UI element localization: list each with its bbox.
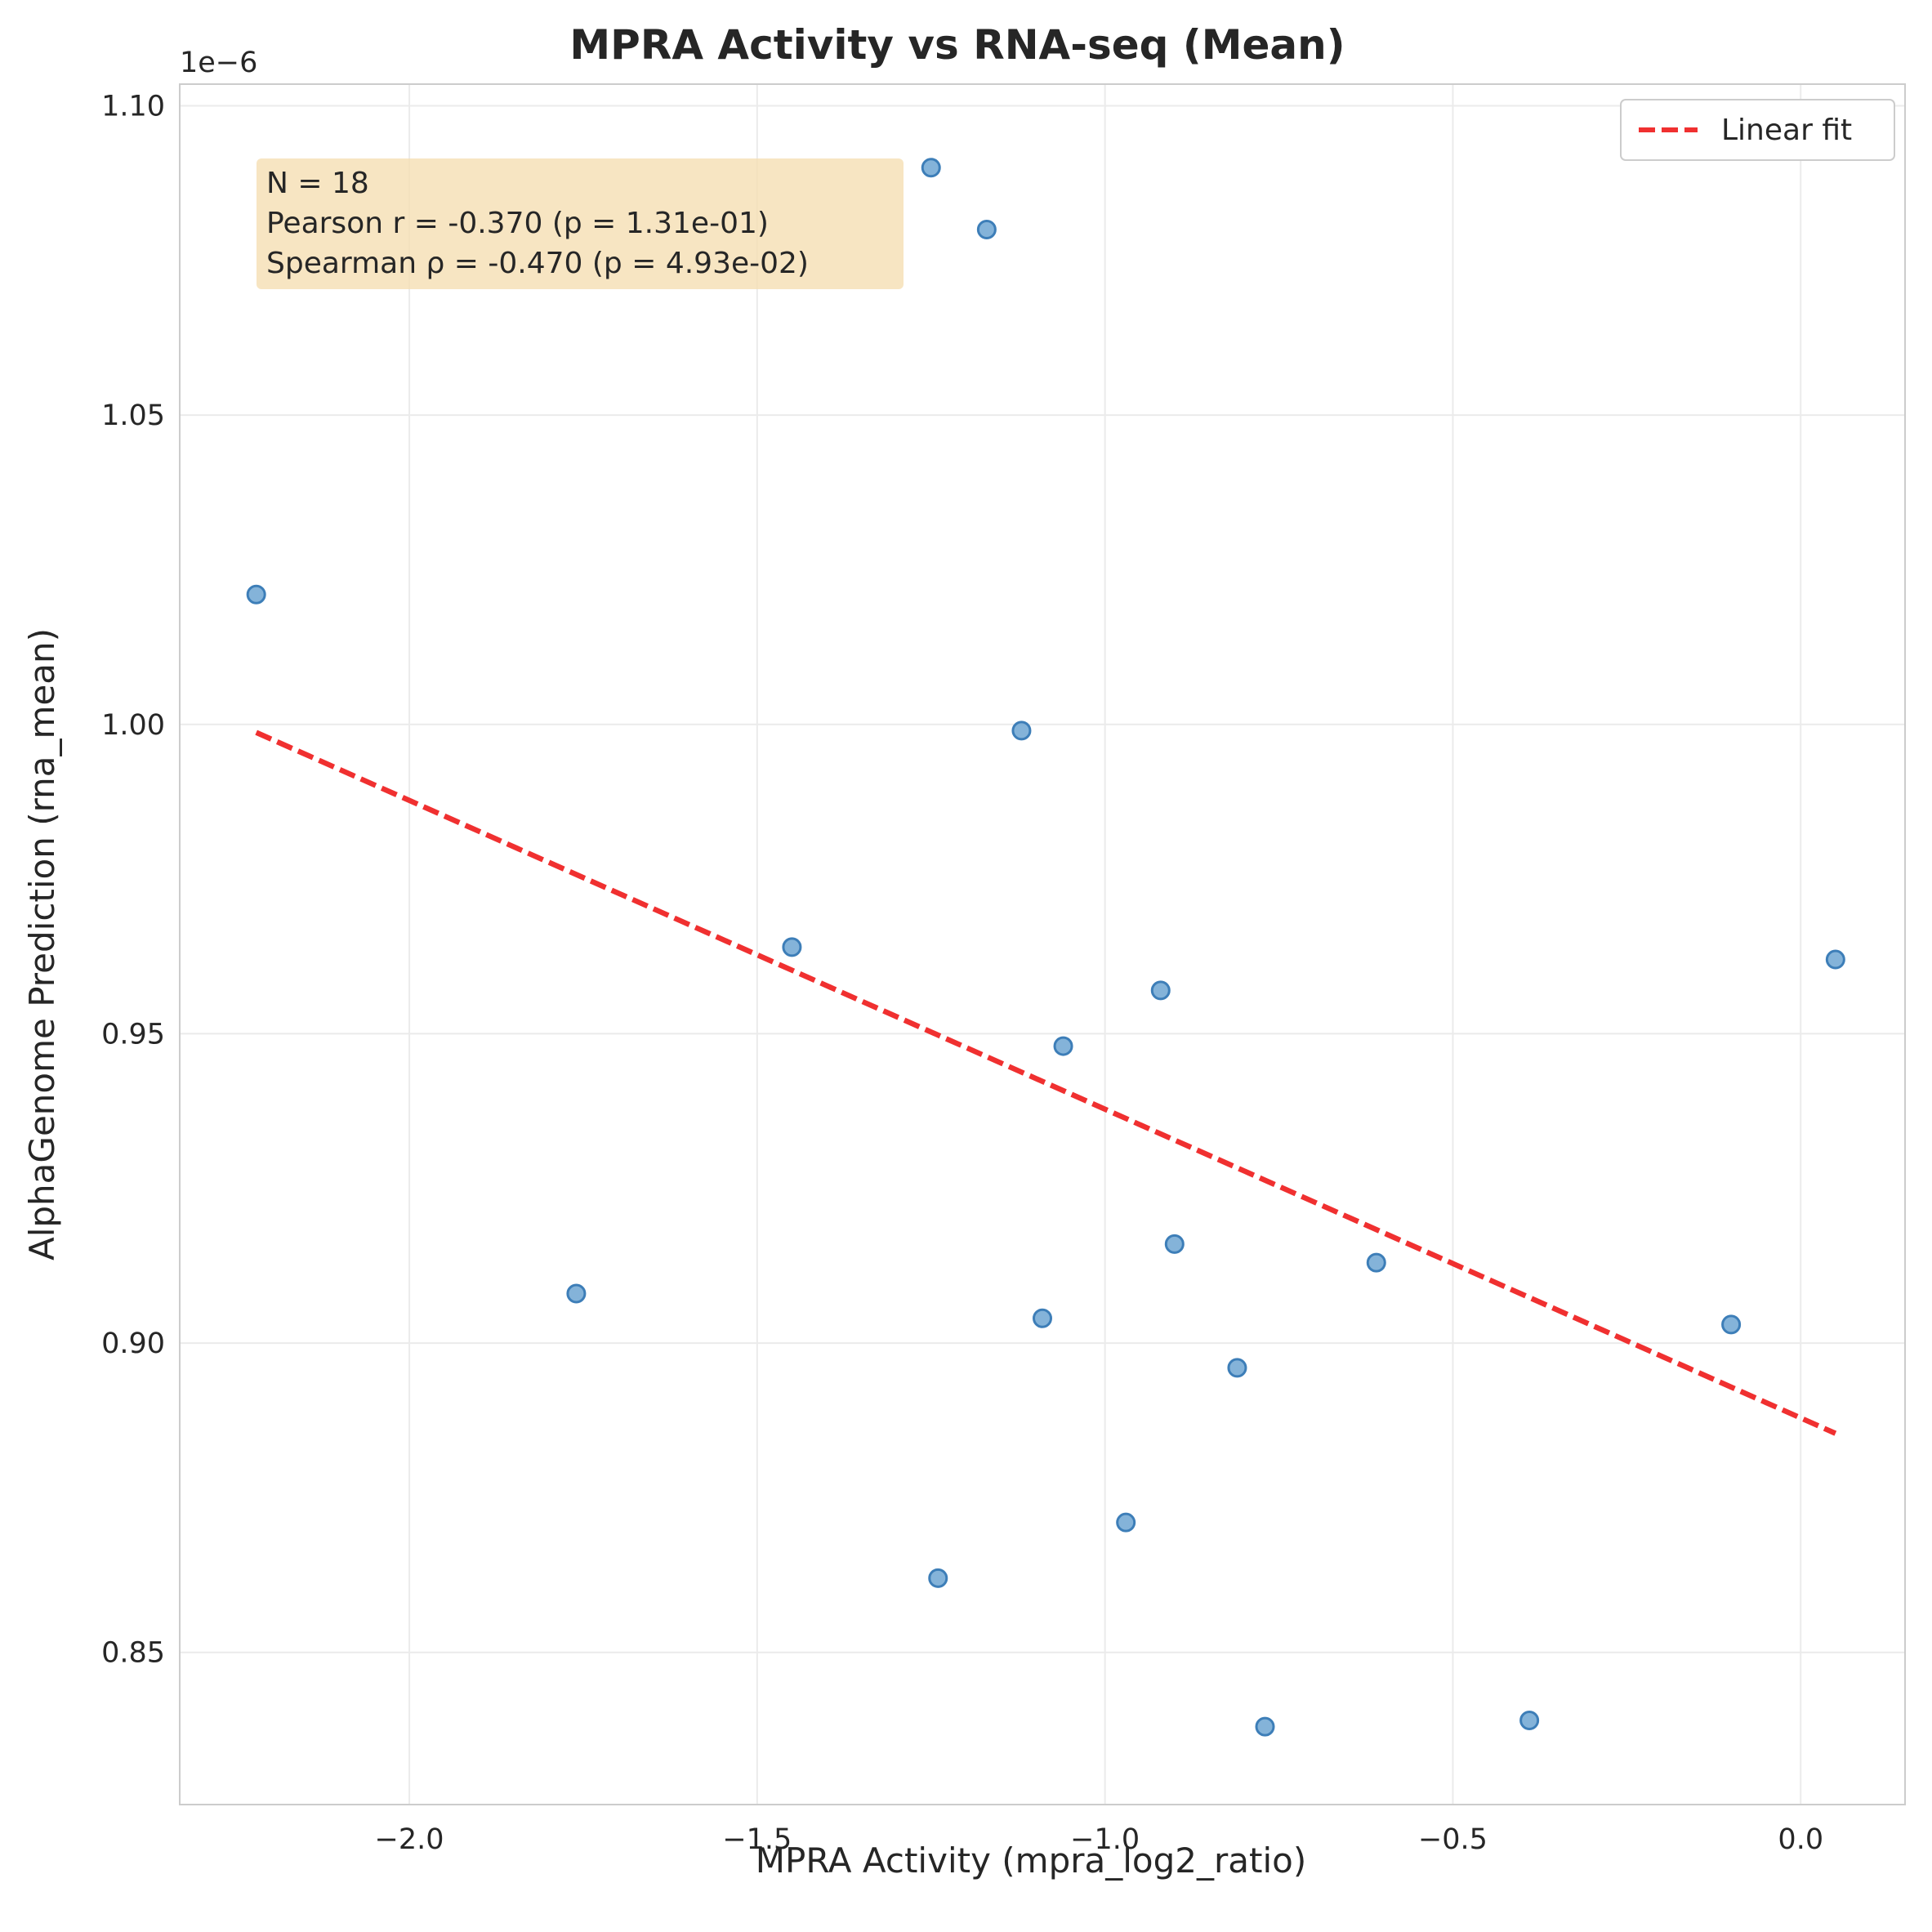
grid xyxy=(180,84,1905,1805)
legend: Linear fit xyxy=(1620,99,1895,161)
data-point xyxy=(928,1568,948,1588)
data-point xyxy=(1011,721,1032,741)
data-point xyxy=(1150,980,1171,1001)
points-layer xyxy=(246,158,1845,1737)
plot-area xyxy=(180,84,1905,1805)
data-point xyxy=(921,158,941,178)
y-tick-label: 1.00 xyxy=(101,709,165,742)
y-tick-label: 1.05 xyxy=(101,399,165,432)
x-tick-label: −2.0 xyxy=(375,1823,444,1856)
x-tick-label: −1.0 xyxy=(1070,1823,1140,1856)
data-point xyxy=(1519,1711,1540,1731)
stats-n: N = 18 xyxy=(266,167,369,200)
tick-labels: −2.0 −1.5 −1.0 −0.5 0.0 0.85 0.90 0.95 1.00 1.05 1… xyxy=(101,91,1823,1856)
x-axis-label: MPRA Activity (mpra_log2_ratio) xyxy=(756,1841,1306,1881)
data-point xyxy=(246,584,266,605)
y-tick-label: 1.10 xyxy=(101,91,165,123)
data-point xyxy=(566,1283,587,1304)
data-point xyxy=(1033,1308,1052,1328)
y-tick-label: 0.90 xyxy=(101,1327,165,1360)
data-point xyxy=(1721,1314,1742,1335)
y-tick-label: 0.95 xyxy=(101,1018,165,1051)
y-tick-label: 0.85 xyxy=(101,1637,165,1670)
x-tick-label: −0.5 xyxy=(1418,1823,1488,1856)
data-point xyxy=(1164,1234,1185,1254)
data-point xyxy=(1227,1358,1247,1378)
x-tick-label: −1.5 xyxy=(722,1823,792,1856)
stats-box xyxy=(257,158,904,289)
y-axis-label: AlphaGenome Prediction (rna_mean) xyxy=(22,628,62,1260)
legend-label-linear-fit: Linear fit xyxy=(1721,114,1852,147)
x-tick-label: 0.0 xyxy=(1778,1823,1823,1856)
stats-spearman: Spearman ρ = -0.470 (p = 4.93e-02) xyxy=(266,247,809,280)
legend-box xyxy=(1620,99,1895,161)
data-point xyxy=(1255,1716,1275,1737)
data-point xyxy=(1366,1252,1386,1273)
data-point xyxy=(1825,949,1845,970)
fit-line-layer xyxy=(255,730,1837,1436)
y-offset-label: 1e−6 xyxy=(180,47,257,79)
data-point xyxy=(782,937,802,957)
plot-frame xyxy=(179,83,1906,1805)
chart-title: MPRA Activity vs RNA-seq (Mean) xyxy=(569,21,1345,69)
stats-annotation: N = 18 Pearson r = -0.370 (p = 1.31e-01)… xyxy=(257,158,904,289)
data-point xyxy=(1116,1512,1136,1533)
data-point xyxy=(976,219,997,239)
data-point xyxy=(1053,1036,1073,1056)
stats-pearson: Pearson r = -0.370 (p = 1.31e-01) xyxy=(266,207,769,240)
linear-fit-line xyxy=(255,730,1837,1436)
